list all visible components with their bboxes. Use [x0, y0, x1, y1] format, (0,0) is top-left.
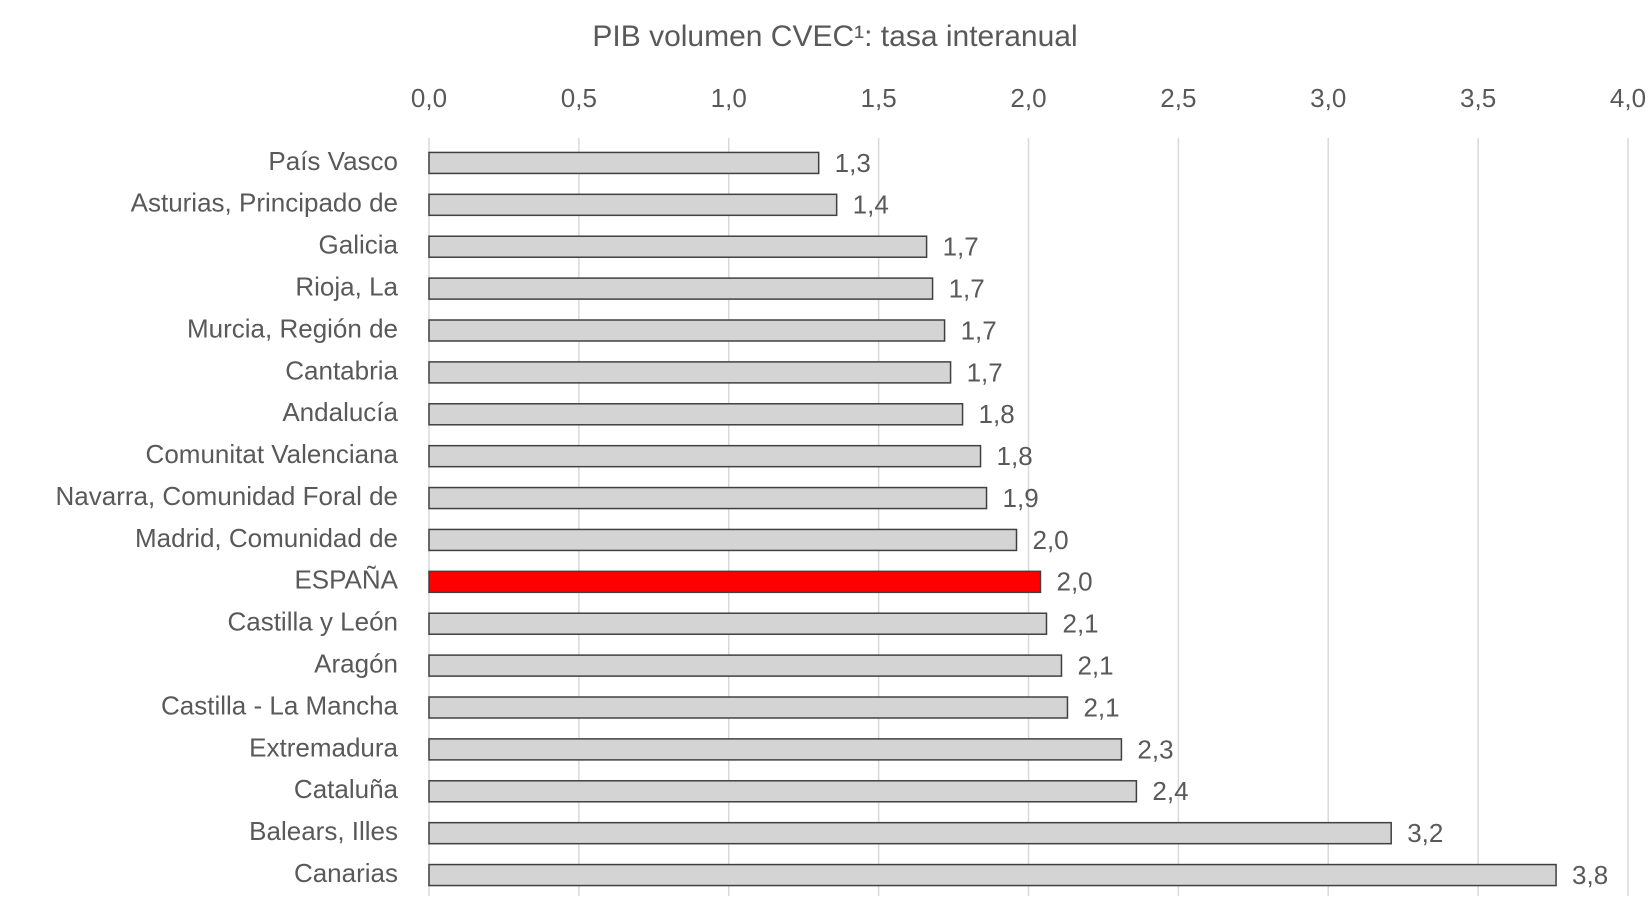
y-tick-label: Andalucía — [282, 397, 398, 427]
x-tick-label: 3,5 — [1460, 83, 1496, 113]
bar — [428, 863, 1557, 887]
bar — [428, 235, 928, 258]
data-label: 2,3 — [1137, 734, 1173, 764]
y-tick-label: Galicia — [319, 230, 399, 260]
y-tick-label: ESPAÑA — [294, 565, 398, 595]
data-label: 1,7 — [967, 357, 1003, 387]
bar — [428, 319, 946, 342]
data-label: 3,2 — [1407, 818, 1443, 848]
data-label: 1,8 — [997, 441, 1033, 471]
data-label: 1,7 — [961, 315, 997, 345]
bar — [428, 654, 1063, 677]
bar — [428, 528, 1018, 552]
data-label: 1,7 — [943, 232, 979, 262]
data-label: 2,1 — [1077, 650, 1113, 680]
y-tick-label: Rioja, La — [295, 271, 398, 301]
data-label: 2,4 — [1152, 776, 1188, 806]
y-tick-label: Castilla - La Mancha — [161, 690, 399, 720]
bar — [428, 486, 988, 510]
y-tick-label: Madrid, Comunidad de — [135, 523, 398, 553]
x-tick-label: 1,0 — [711, 83, 747, 113]
data-label: 3,8 — [1572, 860, 1608, 890]
bar — [428, 403, 964, 426]
y-tick-label: País Vasco — [268, 146, 398, 176]
y-tick-label: Canarias — [294, 858, 398, 888]
y-tick-label: Cataluña — [294, 774, 399, 804]
data-label: 1,8 — [979, 399, 1015, 429]
x-tick-label: 2,5 — [1160, 83, 1196, 113]
data-label: 1,9 — [1003, 483, 1039, 513]
bar — [428, 821, 1392, 845]
y-tick-label: Comunitat Valenciana — [146, 439, 399, 469]
y-tick-label: Extremadura — [249, 732, 398, 762]
bar — [428, 570, 1042, 594]
bar — [428, 361, 952, 384]
bar — [428, 151, 820, 175]
x-tick-label: 2,0 — [1010, 83, 1046, 113]
x-tick-label: 3,0 — [1310, 83, 1346, 113]
y-tick-label: Navarra, Comunidad Foral de — [56, 481, 399, 511]
data-label: 1,7 — [949, 273, 985, 303]
bar — [428, 696, 1069, 719]
bar — [428, 277, 934, 300]
data-label: 1,4 — [853, 190, 889, 220]
data-label: 2,0 — [1056, 567, 1092, 597]
data-label: 2,0 — [1033, 525, 1069, 555]
y-tick-label: Castilla y León — [227, 607, 398, 637]
x-tick-label: 0,0 — [411, 83, 447, 113]
data-label: 2,1 — [1083, 692, 1119, 722]
chart-title: PIB volumen CVEC¹: tasa interanual — [592, 20, 1077, 53]
bar — [428, 738, 1123, 761]
bar — [428, 193, 838, 217]
data-label: 2,1 — [1062, 609, 1098, 639]
y-tick-label: Cantabria — [285, 355, 398, 385]
x-tick-label: 1,5 — [861, 83, 897, 113]
data-label: 1,3 — [835, 148, 871, 178]
bar — [428, 444, 982, 468]
bar — [428, 780, 1138, 803]
bar — [428, 612, 1048, 635]
x-tick-label: 0,5 — [561, 83, 597, 113]
y-tick-label: Asturias, Principado de — [131, 188, 398, 218]
y-tick-label: Balears, Illes — [249, 816, 398, 846]
y-tick-label: Murcia, Región de — [187, 313, 398, 343]
y-tick-label: Aragón — [314, 648, 398, 678]
x-tick-label: 4,0 — [1610, 83, 1646, 113]
